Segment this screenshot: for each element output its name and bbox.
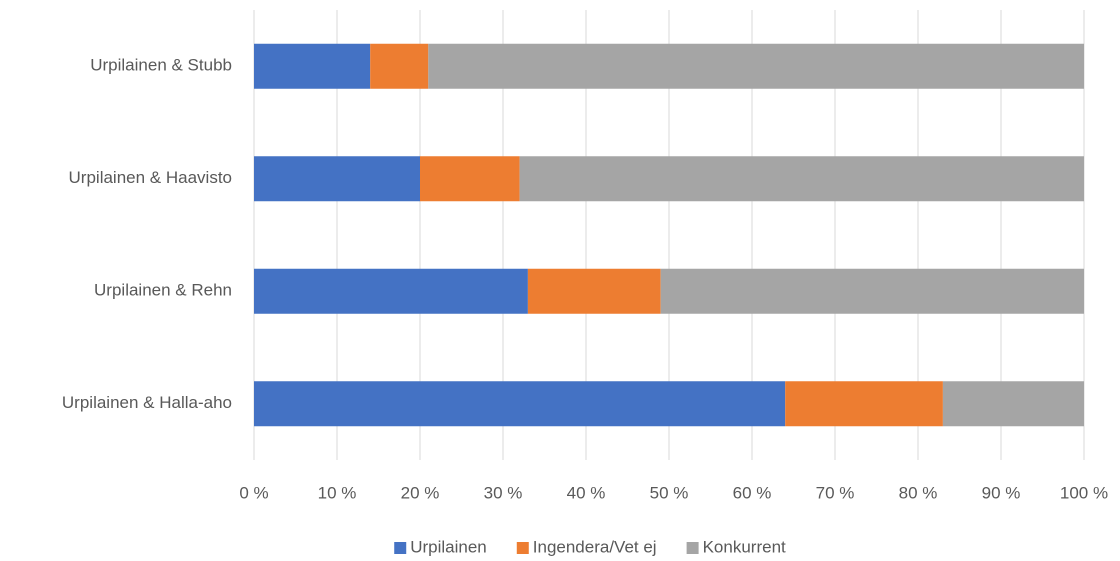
bar-segment [254,43,371,89]
x-tick-label: 80 % [899,483,938,502]
y-tick-label: Urpilainen & Stubb [90,56,232,75]
x-tick-label: 40 % [567,483,606,502]
y-tick-label: Urpilainen & Halla-aho [62,393,232,412]
bar-segment [254,381,786,427]
legend-swatch [516,542,529,554]
bar-segment [420,156,520,202]
x-tick-label: 90 % [982,483,1021,502]
x-tick-label: 50 % [650,483,689,502]
bar-segment [942,381,1084,427]
legend-swatch [394,542,407,554]
x-tick-label: 60 % [733,483,772,502]
bar-segment [254,156,420,202]
y-tick-label: Urpilainen & Haavisto [69,168,232,187]
legend-label: Urpilainen [410,537,487,556]
legend-label: Ingendera/Vet ej [533,537,657,556]
bar-segment [370,43,429,89]
y-tick-label: Urpilainen & Rehn [94,281,232,300]
bar-segment [785,381,943,427]
bar-segment [527,268,661,314]
bar-segment [660,268,1084,314]
bar-segment [519,156,1084,202]
bar-segment [254,268,528,314]
legend-swatch [686,542,699,554]
legend-label: Konkurrent [703,537,786,556]
x-tick-label: 10 % [318,483,357,502]
x-tick-label: 70 % [816,483,855,502]
bar-segment [428,43,1084,89]
x-tick-label: 100 % [1060,483,1108,502]
x-tick-label: 30 % [484,483,523,502]
x-tick-label: 0 % [239,483,268,502]
x-tick-label: 20 % [401,483,440,502]
